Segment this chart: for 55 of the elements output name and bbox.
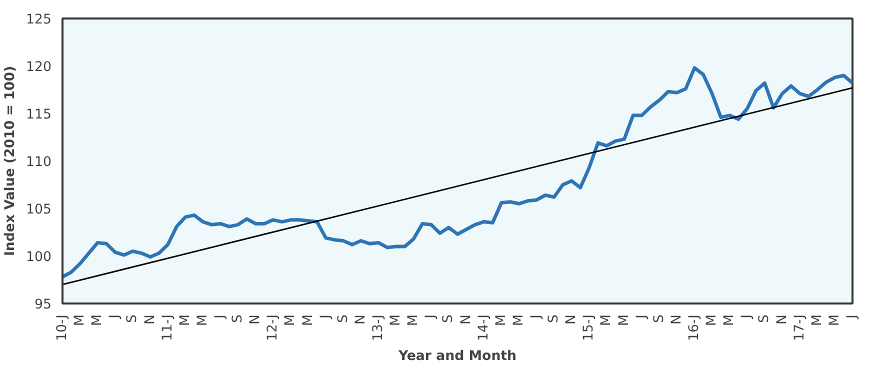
x-tick-label: M xyxy=(810,314,825,326)
x-tick-label: M xyxy=(704,314,720,326)
y-tick-label: 105 xyxy=(26,202,52,218)
x-tick-label: S xyxy=(336,314,351,323)
x-tick-label: M xyxy=(195,314,210,326)
x-tick-label: M xyxy=(616,314,632,326)
x-tick-label: S xyxy=(652,314,667,323)
x-tick-label: 16-J xyxy=(687,314,702,341)
x-tick-label: N xyxy=(353,314,368,324)
x-tick-label: M xyxy=(388,314,404,326)
x-tick-label: 17-J xyxy=(792,314,808,341)
x-tick-label: J xyxy=(740,314,755,320)
x-tick-label: J xyxy=(424,314,439,320)
x-tick-label: S xyxy=(230,314,246,323)
x-tick-label: S xyxy=(757,314,772,323)
x-tick-label: N xyxy=(564,314,580,324)
x-axis-title: Year and Month xyxy=(397,348,517,364)
y-tick-label: 120 xyxy=(26,60,52,75)
x-tick-label: 12-J xyxy=(266,314,281,341)
x-tick-label: 11-J xyxy=(160,314,176,341)
x-tick-label: M xyxy=(494,314,509,326)
x-tick-label: M xyxy=(406,314,422,326)
x-tick-label: M xyxy=(827,314,842,326)
x-tick-label: N xyxy=(248,314,264,324)
y-tick-label: 95 xyxy=(34,298,52,312)
x-tick-label: J xyxy=(634,314,650,320)
x-tick-label: 13-J xyxy=(371,314,386,341)
x-tick-label: S xyxy=(125,314,140,323)
y-tick-label: 100 xyxy=(26,250,52,265)
y-tick-label: 125 xyxy=(26,12,52,28)
x-tick-label: M xyxy=(283,314,298,326)
x-tick-label: N xyxy=(669,314,684,324)
x-tick-label: J xyxy=(529,314,544,320)
x-tick-label: J xyxy=(845,314,860,320)
x-tick-label: S xyxy=(546,314,562,323)
x-tick-label: N xyxy=(774,314,790,324)
y-axis-title: Index Value (2010 = 100) xyxy=(3,66,18,256)
x-tick-label: M xyxy=(511,314,526,326)
x-tick-label: 14-J xyxy=(476,314,492,341)
y-tick-label: 115 xyxy=(26,108,52,122)
x-tick-label: M xyxy=(722,314,738,326)
x-tick-label: 10-J xyxy=(55,314,70,341)
x-tick-label: J xyxy=(213,314,228,320)
x-tick-label: M xyxy=(90,314,106,326)
x-tick-label: M xyxy=(72,314,88,326)
x-tick-label: S xyxy=(441,314,456,323)
x-tick-label: M xyxy=(599,314,614,326)
x-tick-label: J xyxy=(108,314,123,320)
x-tick-label: M xyxy=(300,314,316,326)
x-tick-label: N xyxy=(142,314,158,324)
x-tick-label: 15-J xyxy=(582,314,597,341)
x-tick-label: N xyxy=(458,314,474,324)
y-tick-label: 110 xyxy=(26,155,52,170)
x-tick-label: J xyxy=(318,314,334,320)
x-tick-label: M xyxy=(178,314,193,326)
